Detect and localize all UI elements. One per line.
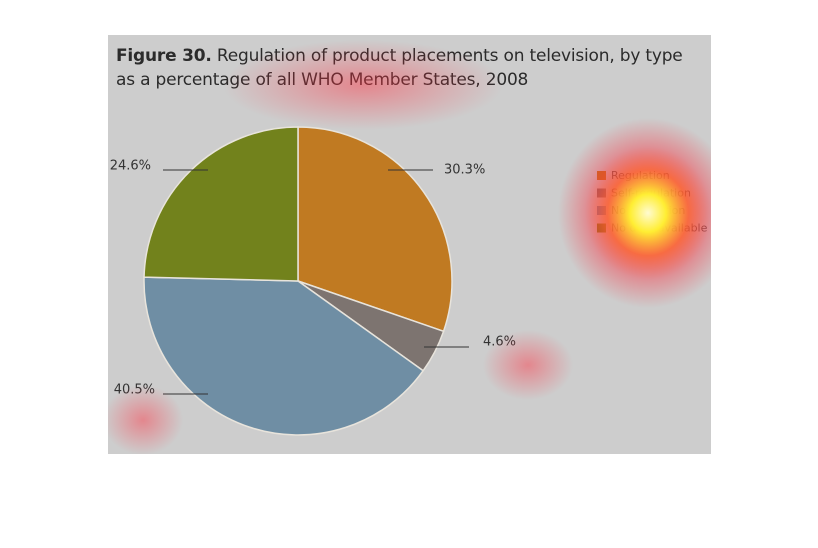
figure-number: Figure 30.	[116, 46, 212, 66]
legend-swatch	[597, 206, 606, 215]
pie-chart: 30.3% 4.6% 40.5% 24.6% Regulation Self-regul…	[108, 40, 711, 454]
data-label: 40.5%	[114, 383, 155, 398]
pie-slice-regulation	[297, 126, 453, 333]
legend-label: Regulation	[611, 169, 670, 182]
legend-label: No data available	[611, 222, 708, 235]
data-label: 30.3%	[444, 163, 485, 178]
legend-label: Self-regulation	[611, 187, 691, 200]
data-label: 24.6%	[110, 159, 151, 174]
legend-label: No regulation	[611, 204, 685, 217]
pie-slice-no-regulation	[143, 276, 425, 436]
chart-figure: Figure 30. Regulation of product placeme…	[108, 35, 711, 454]
legend-swatch	[597, 188, 606, 198]
legend-swatch	[597, 223, 606, 233]
data-label: 4.6%	[483, 335, 516, 350]
legend-swatch	[597, 171, 606, 180]
heat-spot-title	[223, 40, 503, 130]
pie-slice-no-data-available	[143, 126, 299, 282]
